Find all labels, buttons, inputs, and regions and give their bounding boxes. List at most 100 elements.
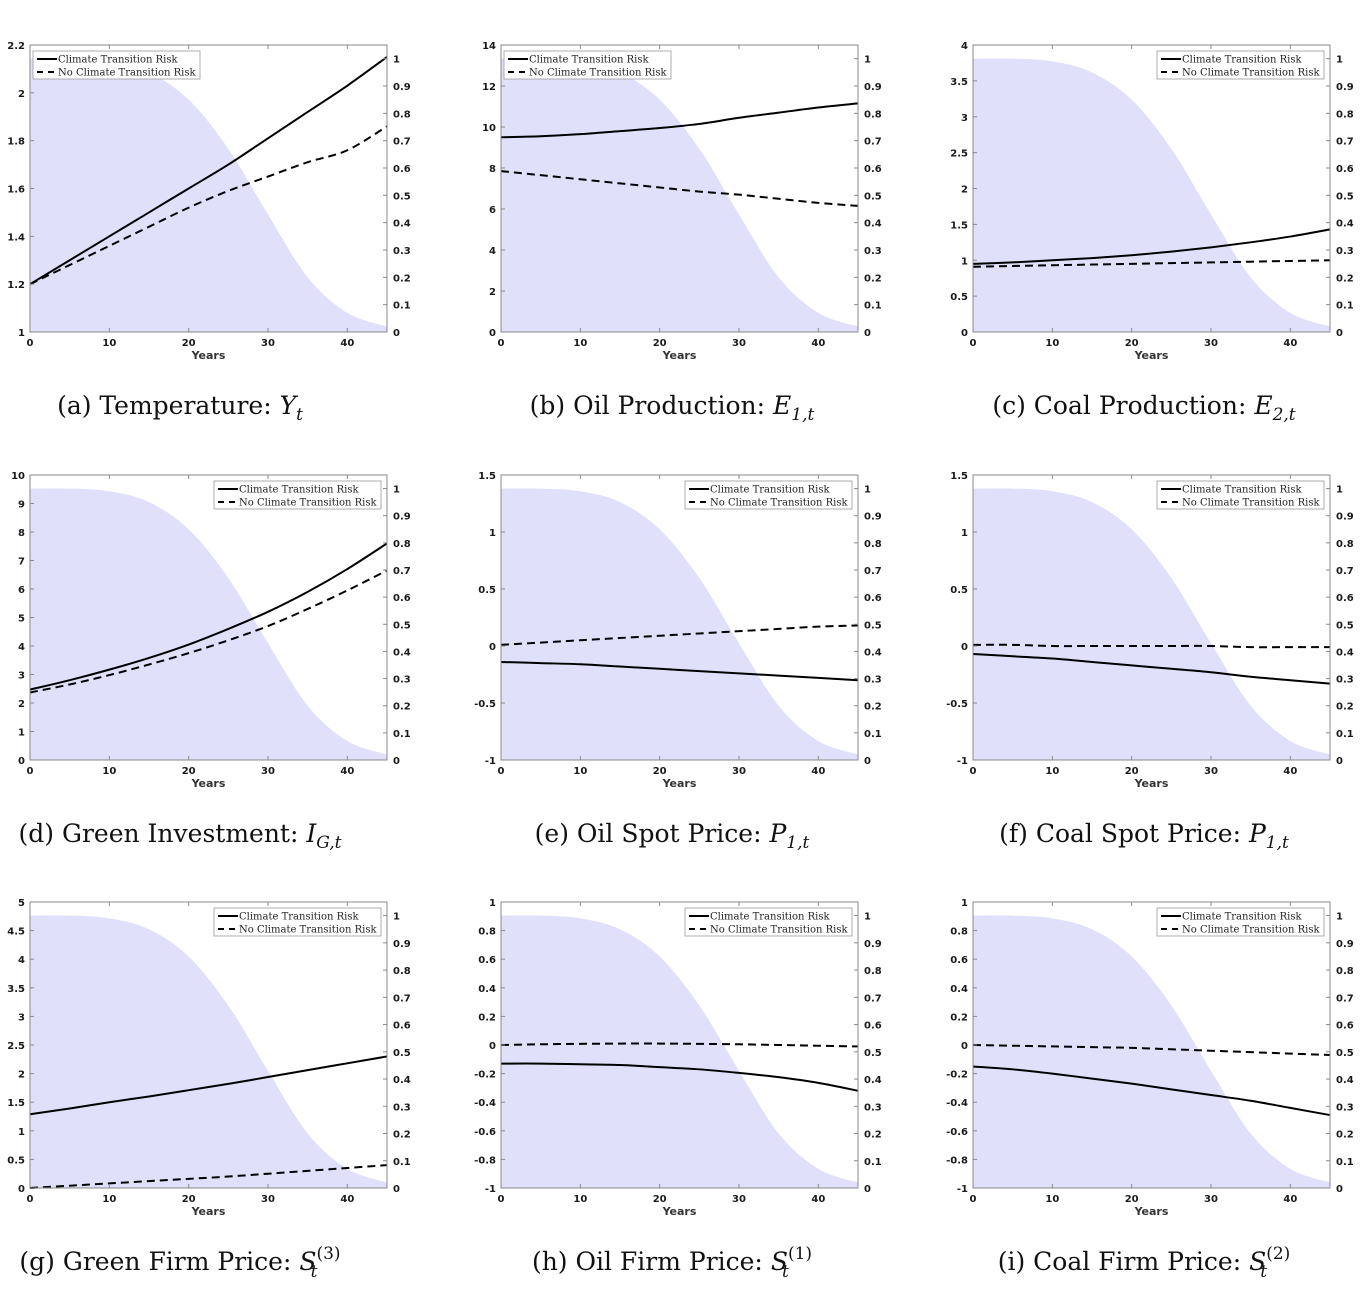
x-tick-label: 10 xyxy=(573,1194,587,1205)
y2-tick-label: 0.2 xyxy=(864,273,882,284)
y2-tick-label: 0.4 xyxy=(1336,1075,1354,1086)
y-tick-label: 0.4 xyxy=(478,984,496,995)
y-tick-label: 1 xyxy=(961,528,968,539)
y-tick-label: 9 xyxy=(18,500,25,511)
x-tick-label: 20 xyxy=(653,1194,667,1205)
x-tick-label: 40 xyxy=(340,766,354,777)
y2-tick-label: 0.3 xyxy=(1336,246,1354,257)
y2-tick-label: 0.5 xyxy=(393,191,411,202)
y2-tick-label: 1 xyxy=(1336,485,1343,496)
y2-tick-label: 0.6 xyxy=(393,593,411,604)
caption-subscript: t xyxy=(296,405,303,425)
y-tick-label: -1 xyxy=(485,756,496,767)
caption-math-symbol: S xyxy=(771,1247,788,1276)
legend-box xyxy=(503,50,672,80)
series-line-no-climate-transition-risk xyxy=(500,170,859,207)
caption-text: (d) Green Investment: xyxy=(19,819,307,848)
y2-tick-label: 0.6 xyxy=(393,164,411,175)
legend: Climate Transition Risk No Climate Transi… xyxy=(503,50,672,80)
y2-tick-label: 0.9 xyxy=(1336,82,1354,93)
legend-box xyxy=(1156,480,1325,510)
panel-caption: (h) Oil Firm Price: S(1) t xyxy=(532,1244,812,1282)
caption-superscript: (3) xyxy=(316,1244,340,1264)
x-axis-label: Years xyxy=(191,777,226,790)
series-line-climate-transition-risk xyxy=(972,652,1331,685)
x-tick-label: 10 xyxy=(1045,338,1059,349)
legend-box xyxy=(213,907,382,937)
legend-box xyxy=(684,907,853,937)
caption-subscript: G,t xyxy=(316,833,341,853)
x-tick-label: 40 xyxy=(1283,766,1297,777)
probability-shaded-area xyxy=(30,488,387,760)
y2-tick-label: 0.4 xyxy=(864,1075,882,1086)
y2-tick-label: 0 xyxy=(393,328,400,339)
chart-panel-b: 0 10 20 30 40 Years 0 2 4 6 8 10 12 14 0 0.1 0.2 0.3 0.4 0.… xyxy=(482,41,882,425)
legend-label: No Climate Transition Risk xyxy=(1182,68,1320,79)
y2-tick-label: 0.7 xyxy=(1336,566,1354,577)
x-tick-label: 10 xyxy=(1045,1194,1059,1205)
y-tick-label: 6 xyxy=(18,585,25,596)
y2-tick-label: 0.5 xyxy=(864,1048,882,1059)
y-tick-label: 1.2 xyxy=(7,280,25,291)
y2-tick-label: 0.3 xyxy=(393,675,411,686)
panel-caption: (c) Coal Production: E2,t xyxy=(992,391,1295,425)
y2-tick-label: 0.9 xyxy=(864,512,882,523)
legend-label: Climate Transition Risk xyxy=(1182,55,1303,66)
x-tick-label: 30 xyxy=(1204,338,1218,349)
y2-tick-label: 0 xyxy=(393,1184,400,1195)
legend-box xyxy=(1156,50,1325,80)
y-tick-label: 5 xyxy=(18,898,25,909)
x-axis-label: Years xyxy=(1134,1205,1169,1218)
y2-tick-label: 0.2 xyxy=(1336,702,1354,713)
y2-tick-label: 0.6 xyxy=(864,164,882,175)
legend-label: No Climate Transition Risk xyxy=(239,498,377,509)
caption-math-symbol: P xyxy=(768,819,787,848)
y2-tick-label: 0.1 xyxy=(393,301,411,312)
y2-tick-label: 1 xyxy=(1336,55,1343,66)
y2-tick-label: 0.3 xyxy=(1336,1102,1354,1113)
legend-box xyxy=(1156,907,1325,937)
y-tick-label: 14 xyxy=(482,41,496,52)
y2-tick-label: 0.8 xyxy=(864,539,882,550)
panel-caption: (b) Oil Production: E1,t xyxy=(530,391,815,425)
y2-tick-label: 0.7 xyxy=(1336,993,1354,1004)
legend: Climate Transition Risk No Climate Transi… xyxy=(213,907,382,937)
y-tick-label: 2 xyxy=(18,89,25,100)
panel-caption: (d) Green Investment: IG,t xyxy=(19,819,342,853)
y-tick-label: -1 xyxy=(485,1184,496,1195)
x-tick-label: 30 xyxy=(732,766,746,777)
x-tick-label: 40 xyxy=(1283,338,1297,349)
series-line-climate-transition-risk xyxy=(29,542,388,691)
x-tick-label: 30 xyxy=(261,766,275,777)
y2-tick-label: 0.2 xyxy=(864,1130,882,1141)
y2-tick-label: 0.5 xyxy=(864,620,882,631)
y-tick-label: 3 xyxy=(961,113,968,124)
y2-tick-label: 0.4 xyxy=(864,647,882,658)
caption-text: (i) Coal Firm Price: xyxy=(998,1247,1249,1276)
x-axis-label: Years xyxy=(191,1205,226,1218)
y-tick-label: 0 xyxy=(961,1041,968,1052)
y-tick-label: 4 xyxy=(18,642,25,653)
y-tick-label: 1 xyxy=(18,728,25,739)
legend: Climate Transition Risk No Climate Transi… xyxy=(1156,907,1325,937)
x-tick-label: 10 xyxy=(102,766,116,777)
y-tick-label: -0.8 xyxy=(946,1155,968,1166)
y2-tick-label: 1 xyxy=(864,55,871,66)
series-line-no-climate-transition-risk xyxy=(972,1044,1331,1057)
series-line-climate-transition-risk xyxy=(500,660,859,682)
series-line-climate-transition-risk xyxy=(500,102,859,139)
y2-tick-label: 0.1 xyxy=(393,1157,411,1168)
y-tick-label: -0.2 xyxy=(474,1070,496,1081)
x-tick-label: 0 xyxy=(27,1194,34,1205)
y2-tick-label: 0.6 xyxy=(1336,1021,1354,1032)
y-tick-label: 2 xyxy=(489,287,496,298)
caption-text: (h) Oil Firm Price: xyxy=(532,1247,771,1276)
y-tick-label: 1.8 xyxy=(7,137,25,148)
y2-tick-label: 0.8 xyxy=(393,109,411,120)
probability-shaded-area xyxy=(973,915,1330,1188)
y2-tick-label: 0.4 xyxy=(864,219,882,230)
legend-label: No Climate Transition Risk xyxy=(1182,925,1320,936)
caption-text: (a) Temperature: xyxy=(57,391,280,420)
x-tick-label: 20 xyxy=(182,766,196,777)
y2-tick-label: 0.6 xyxy=(864,593,882,604)
